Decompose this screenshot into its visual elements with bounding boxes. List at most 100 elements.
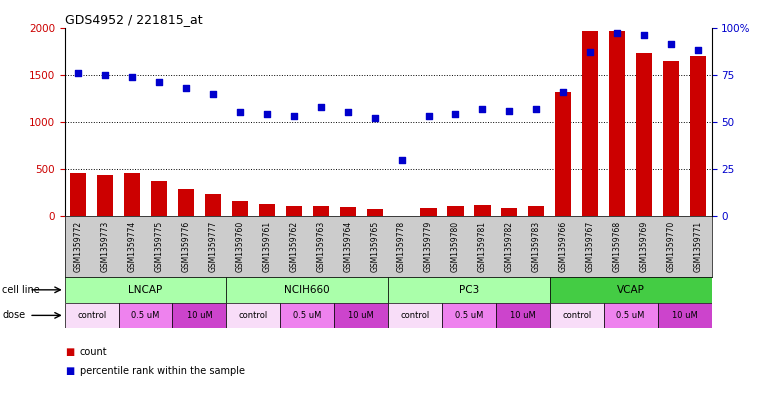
Text: GSM1359781: GSM1359781: [478, 221, 487, 272]
Bar: [658, 303, 712, 328]
Bar: [124, 173, 140, 216]
Text: PC3: PC3: [459, 285, 479, 295]
Point: [180, 85, 192, 91]
Text: GSM1359774: GSM1359774: [128, 221, 136, 272]
Text: LNCAP: LNCAP: [129, 285, 163, 295]
Point: [530, 105, 543, 112]
Text: GSM1359778: GSM1359778: [397, 221, 406, 272]
Bar: [334, 303, 388, 328]
Text: GSM1359769: GSM1359769: [640, 221, 648, 272]
Point: [422, 113, 435, 119]
Point: [476, 105, 489, 112]
Bar: [259, 204, 275, 216]
Point: [665, 41, 677, 48]
Point: [314, 104, 326, 110]
Point: [503, 107, 515, 114]
Point: [99, 72, 111, 78]
Text: 0.5 uM: 0.5 uM: [455, 311, 483, 320]
Bar: [65, 303, 119, 328]
Bar: [550, 277, 712, 303]
Text: GSM1359761: GSM1359761: [263, 221, 272, 272]
Text: GDS4952 / 221815_at: GDS4952 / 221815_at: [65, 13, 202, 26]
Bar: [151, 181, 167, 216]
Text: GSM1359766: GSM1359766: [559, 221, 568, 272]
Point: [234, 109, 246, 116]
Text: GSM1359762: GSM1359762: [289, 221, 298, 272]
Bar: [173, 303, 227, 328]
Bar: [582, 31, 598, 216]
Text: GSM1359767: GSM1359767: [586, 221, 595, 272]
Point: [126, 73, 139, 80]
Point: [288, 113, 300, 119]
Point: [557, 88, 569, 95]
Bar: [227, 303, 280, 328]
Point: [72, 70, 84, 76]
Text: GSM1359773: GSM1359773: [100, 221, 110, 272]
Text: 10 uM: 10 uM: [349, 311, 374, 320]
Text: GSM1359777: GSM1359777: [209, 221, 218, 272]
Bar: [603, 303, 658, 328]
Text: GSM1359780: GSM1359780: [451, 221, 460, 272]
Text: GSM1359783: GSM1359783: [532, 221, 541, 272]
Point: [450, 111, 462, 118]
Text: GSM1359763: GSM1359763: [317, 221, 325, 272]
Bar: [528, 206, 544, 216]
Text: NCIH660: NCIH660: [285, 285, 330, 295]
Text: GSM1359776: GSM1359776: [181, 221, 190, 272]
Text: control: control: [77, 311, 107, 320]
Text: 10 uM: 10 uM: [186, 311, 212, 320]
Text: 10 uM: 10 uM: [672, 311, 698, 320]
Text: 0.5 uM: 0.5 uM: [616, 311, 645, 320]
Text: control: control: [562, 311, 591, 320]
Bar: [496, 303, 550, 328]
Bar: [556, 92, 572, 216]
Bar: [313, 206, 329, 216]
Point: [368, 115, 380, 121]
Point: [638, 32, 650, 38]
Bar: [339, 207, 356, 216]
Text: cell line: cell line: [2, 285, 40, 295]
Text: control: control: [239, 311, 268, 320]
Text: VCAP: VCAP: [616, 285, 645, 295]
Text: control: control: [400, 311, 430, 320]
Point: [207, 90, 219, 97]
Bar: [232, 200, 248, 216]
Text: GSM1359768: GSM1359768: [613, 221, 622, 272]
Point: [584, 49, 597, 55]
Text: dose: dose: [2, 310, 25, 320]
Text: GSM1359771: GSM1359771: [693, 221, 702, 272]
Point: [692, 47, 704, 53]
Text: 0.5 uM: 0.5 uM: [132, 311, 160, 320]
Bar: [367, 209, 383, 216]
Text: count: count: [80, 347, 107, 357]
Text: GSM1359764: GSM1359764: [343, 221, 352, 272]
Text: GSM1359779: GSM1359779: [424, 221, 433, 272]
Bar: [663, 61, 679, 216]
Point: [611, 30, 623, 36]
Text: GSM1359775: GSM1359775: [154, 221, 164, 272]
Bar: [442, 303, 496, 328]
Bar: [97, 174, 113, 216]
Bar: [388, 277, 550, 303]
Bar: [636, 53, 652, 216]
Bar: [501, 208, 517, 216]
Bar: [474, 205, 491, 216]
Bar: [609, 31, 626, 216]
Point: [396, 156, 408, 163]
Bar: [205, 193, 221, 216]
Bar: [421, 208, 437, 216]
Text: 10 uM: 10 uM: [510, 311, 536, 320]
Text: ■: ■: [65, 347, 74, 357]
Bar: [550, 303, 603, 328]
Text: GSM1359772: GSM1359772: [74, 221, 83, 272]
Text: ■: ■: [65, 366, 74, 376]
Text: GSM1359782: GSM1359782: [505, 221, 514, 272]
Bar: [70, 173, 86, 216]
Text: 0.5 uM: 0.5 uM: [293, 311, 321, 320]
Bar: [227, 277, 388, 303]
Bar: [388, 303, 442, 328]
Bar: [280, 303, 334, 328]
Text: GSM1359765: GSM1359765: [370, 221, 379, 272]
Bar: [65, 277, 227, 303]
Point: [153, 79, 165, 85]
